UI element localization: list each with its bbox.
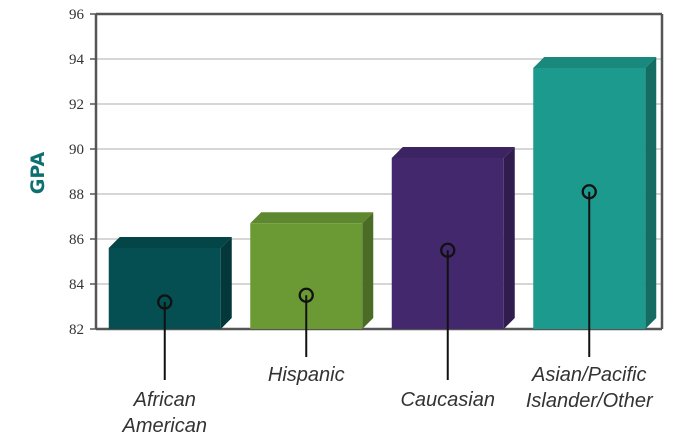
category-labels: African American Hispanic Caucasian Asian/Pa… <box>122 184 654 437</box>
y-tick-label: 92 <box>69 97 84 113</box>
bars <box>108 57 657 329</box>
bar-top <box>250 212 374 224</box>
bar <box>108 237 232 329</box>
bar-side <box>503 147 515 329</box>
y-tick-label: 88 <box>69 187 84 203</box>
category-label: Caucasian <box>400 389 495 411</box>
y-tick-label: 96 <box>69 7 85 23</box>
bar-top <box>533 57 657 68</box>
category-label: Asian/Pacific <box>531 364 647 386</box>
category-label: Islander/Other <box>526 390 654 412</box>
marker-circle <box>440 242 456 258</box>
marker-circle <box>298 287 314 303</box>
bar-side <box>645 57 657 329</box>
bar-side <box>362 212 374 329</box>
bar <box>391 147 515 329</box>
y-tick-label: 84 <box>69 277 85 293</box>
y-tick-label: 94 <box>69 52 85 68</box>
marker-circle <box>581 184 597 200</box>
y-tick-label: 90 <box>69 142 84 158</box>
category-label: African <box>133 389 196 411</box>
bar-top <box>108 237 232 248</box>
y-tick-label: 86 <box>69 232 85 248</box>
bar-top <box>391 147 515 158</box>
bar-side <box>220 237 232 329</box>
category-label: Hispanic <box>268 364 345 386</box>
bar <box>250 212 374 329</box>
category-label: American <box>122 415 207 437</box>
y-tick-label: 82 <box>69 322 84 338</box>
marker-circle <box>157 294 173 310</box>
y-axis-title: GPA <box>27 151 49 194</box>
